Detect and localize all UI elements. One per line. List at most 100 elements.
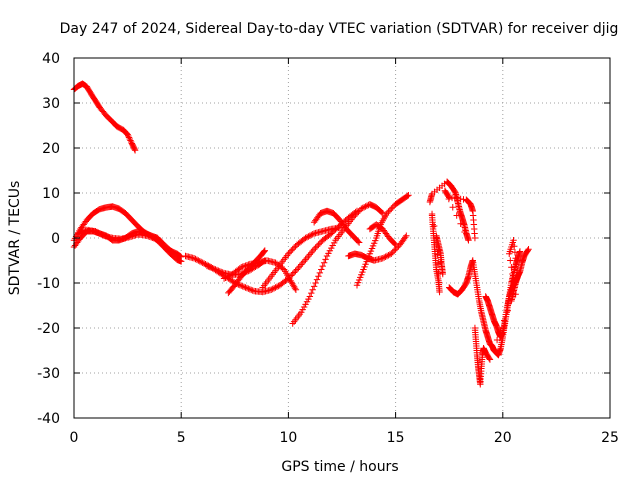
data-point-marker [486,355,493,362]
data-point-marker [296,263,304,270]
chart-title: Day 247 of 2024, Sidereal Day-to-day VTE… [60,21,619,37]
data-point-marker [457,220,464,227]
data-point-marker [220,275,228,282]
data-point-marker [223,273,231,281]
data-point-marker [289,270,296,278]
data-point-marker [308,231,315,239]
axis-tick-labels: 0 5 10 15 20 25 -40 -30 -20 -10 0 10 20 30 40 [37,51,619,446]
data-point-marker [430,222,438,230]
data-point-marker [309,231,316,238]
data-point-marker [309,286,316,293]
x-tick-label: 10 [279,430,297,446]
data-point-marker [308,289,315,297]
data-point-marker [190,255,198,262]
data-point-marker [193,256,201,263]
data-point-marker [298,261,305,268]
data-point-marker [270,285,278,292]
data-point-marker [319,262,326,270]
data-point-marker [286,249,294,256]
data-point-marker [216,268,223,275]
data-point-marker [524,247,532,254]
data-point-marker [125,134,133,141]
data-point-marker [292,286,300,293]
data-point-marker [77,229,85,236]
data-point-marker [222,274,229,281]
data-point-marker [203,262,211,270]
data-point-marker [268,286,275,293]
data-point-marker [242,262,249,269]
data-point-marker [355,239,363,246]
data-point-marker [226,272,233,279]
data-point-marker [435,246,442,254]
data-point-marker [292,267,299,275]
x-tick-label: 0 [70,430,79,446]
data-point-marker [146,233,153,240]
data-point-marker [209,265,216,272]
data-point-marker [445,193,452,200]
data-point-marker [403,232,410,239]
x-tick-label: 15 [387,430,405,446]
data-point-marker [510,277,517,284]
data-point-marker [511,249,519,256]
series-track-k [310,207,363,246]
data-point-marker [514,273,522,280]
data-point-marker [315,241,322,248]
data-point-marker [75,230,82,237]
data-point-marker [126,135,133,143]
data-point-marker [309,247,316,255]
data-point-marker [310,283,318,290]
data-point-marker [465,237,472,244]
data-point-marker [336,224,344,231]
data-point-marker [389,204,396,211]
y-axis-label: SDTVAR / TECUs [7,181,23,296]
data-point-marker [353,210,361,217]
series-track-h [225,247,269,297]
data-point-marker [192,255,199,263]
data-point-marker [388,250,395,257]
data-point-marker [272,284,279,291]
data-point-marker [147,234,155,241]
data-point-marker [388,205,395,212]
series-track-e [182,207,361,296]
data-series [70,80,532,388]
data-point-marker [162,246,170,253]
data-point-marker [143,232,151,239]
data-point-marker [512,291,519,298]
data-point-marker [205,263,212,270]
data-point-marker [299,259,306,267]
data-point-marker [391,240,398,247]
data-point-marker [383,252,391,260]
data-point-marker [178,258,185,265]
data-point-marker [435,270,442,277]
data-point-marker [288,247,295,254]
data-point-marker [310,246,318,253]
data-point-marker [308,249,315,256]
series-cluster-2 [446,248,524,359]
data-point-marker [240,263,248,270]
data-point-marker [240,283,248,291]
data-point-marker [238,282,245,289]
data-point-marker [471,234,479,242]
data-point-marker [80,227,88,235]
data-point-marker [238,264,245,271]
data-point-marker [386,207,394,214]
data-point-marker [206,263,213,271]
axis-ticks [73,57,611,419]
x-tick-label: 20 [494,430,512,446]
y-tick-label: -10 [37,276,60,292]
data-point-marker [195,257,202,264]
data-point-marker [354,238,362,245]
data-point-marker [260,248,268,255]
data-point-marker [313,276,321,283]
data-point-marker [433,234,440,242]
data-point-marker [506,250,513,257]
data-point-marker [303,254,311,262]
data-point-marker [243,284,251,292]
x-tick-label: 5 [177,430,186,446]
y-tick-label: 10 [42,186,60,202]
data-point-marker [306,293,314,300]
x-axis-label: GPS time / hours [281,459,398,475]
data-point-marker [213,266,221,274]
data-point-marker [218,268,225,276]
